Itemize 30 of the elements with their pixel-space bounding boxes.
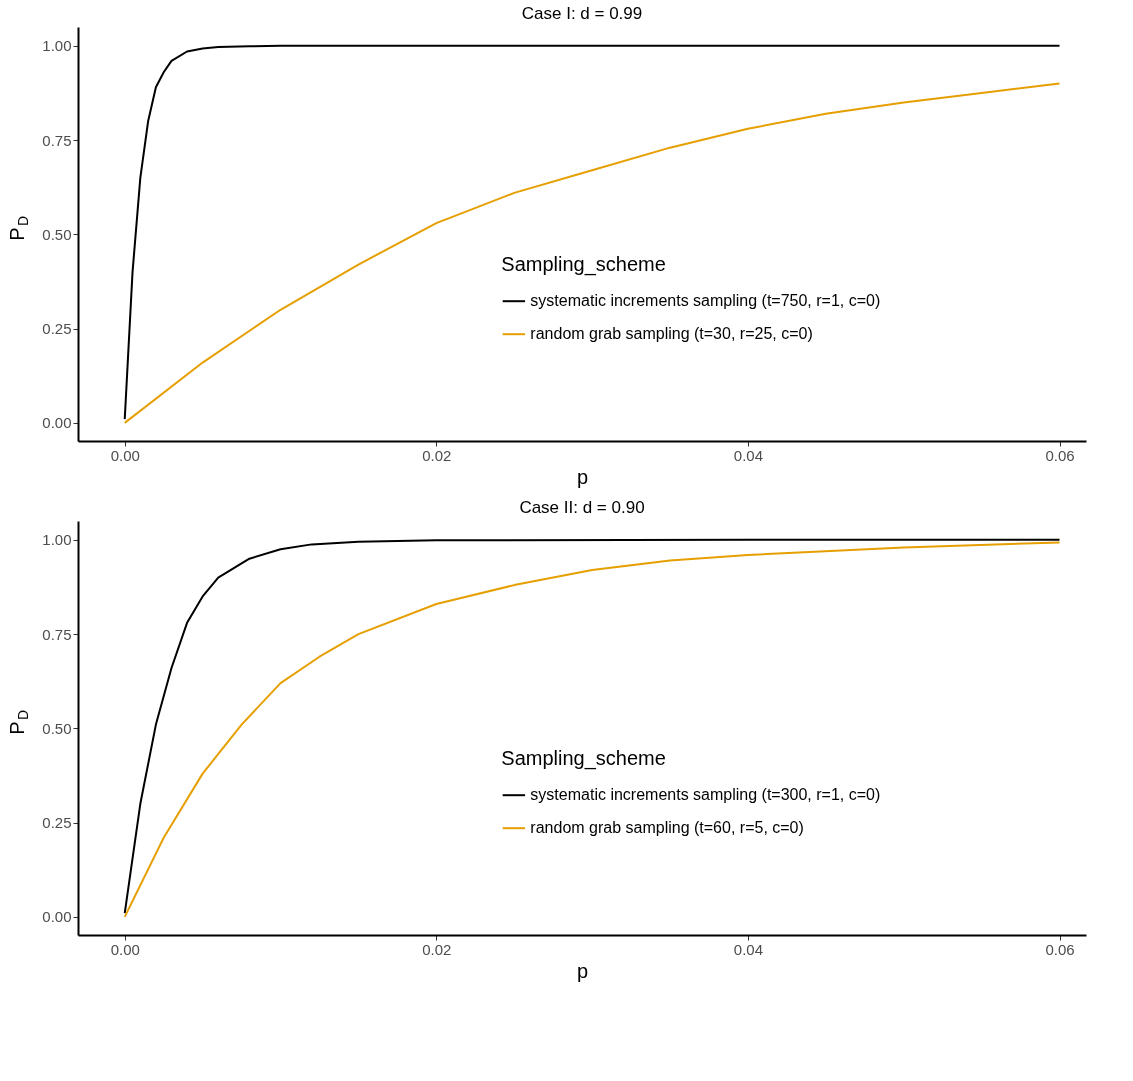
y-tick-label: 0.75: [42, 131, 72, 149]
y-axis-title: PD: [6, 215, 31, 241]
y-tick-label: 0.50: [42, 225, 72, 243]
y-tick-label: 1.00: [42, 531, 72, 549]
x-tick-label: 0.00: [110, 446, 140, 464]
legend-label: random grab sampling (t=60, r=5, c=0): [530, 819, 804, 837]
x-tick-label: 0.00: [110, 940, 140, 958]
chart-title: Case I: d = 0.99: [521, 4, 643, 23]
x-tick-label: 0.06: [1045, 446, 1075, 464]
y-axis-title: PD: [6, 709, 31, 735]
y-tick-label: 0.25: [42, 814, 72, 832]
legend-title: Sampling_scheme: [501, 746, 666, 770]
y-tick-label: 0.25: [42, 320, 72, 338]
legend-title: Sampling_scheme: [501, 252, 666, 276]
x-tick-label: 0.02: [422, 940, 452, 958]
x-axis-title: p: [576, 959, 589, 982]
x-tick-label: 0.04: [733, 940, 764, 958]
legend-label: systematic increments sampling (t=300, r=1, c=0): [530, 786, 881, 804]
y-tick-label: 0.75: [42, 625, 72, 643]
y-tick-label: 1.00: [42, 37, 72, 55]
legend-label: random grab sampling (t=30, r=25, c=0): [530, 325, 813, 343]
x-axis-title: p: [576, 465, 589, 488]
legend-label: systematic increments sampling (t=750, r=1, c=0): [530, 292, 881, 310]
x-tick-label: 0.02: [422, 446, 452, 464]
y-tick-label: 0.50: [42, 719, 72, 737]
y-tick-label: 0.00: [42, 414, 72, 432]
chart-title: Case II: d = 0.90: [519, 498, 645, 517]
x-tick-label: 0.06: [1045, 940, 1075, 958]
y-tick-label: 0.00: [42, 908, 72, 926]
x-tick-label: 0.04: [733, 446, 764, 464]
